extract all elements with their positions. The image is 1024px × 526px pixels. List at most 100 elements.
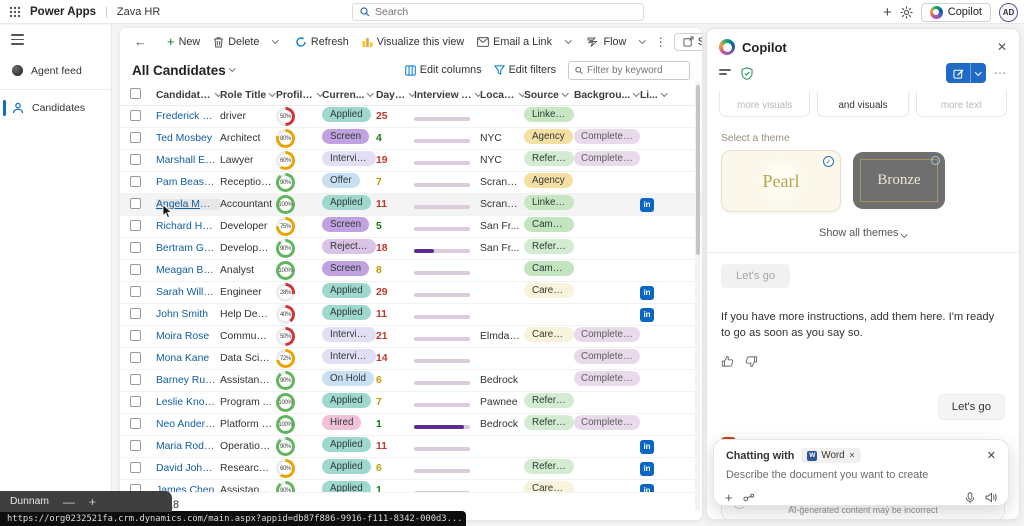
- search-input[interactable]: [375, 6, 636, 18]
- table-row[interactable]: Pam Beasley Receptionist 90% Offer 7 Scranton…: [120, 172, 702, 194]
- candidate-link[interactable]: Barney Rubble: [156, 375, 220, 386]
- table-row[interactable]: David Johnson Research ... 60% Applied 6 Refe…: [120, 458, 702, 480]
- row-checkbox[interactable]: [130, 329, 141, 341]
- candidate-link[interactable]: Ted Mosbey: [156, 133, 213, 144]
- table-row[interactable]: Barney Rubble Assistant ... 90% On Hold 6 Bed…: [120, 370, 702, 392]
- candidate-link[interactable]: John Smith: [156, 309, 208, 320]
- candidate-link[interactable]: Pam Beasley: [156, 177, 218, 188]
- table-row[interactable]: John Smith Help Desk II 40% Applied 11 in: [120, 304, 702, 326]
- row-checkbox[interactable]: [130, 175, 141, 187]
- linkedin-icon[interactable]: in: [640, 307, 654, 322]
- share-button[interactable]: Share: [673, 32, 702, 51]
- table-row[interactable]: Mona Kane Data Scien... 72% Interview 14 Comp…: [120, 348, 702, 370]
- table-row[interactable]: Meagan Bow... Analyst 100% Screen 8 Campus: [120, 260, 702, 282]
- select-all-checkbox[interactable]: [130, 88, 141, 99]
- option-card[interactable]: more text: [915, 91, 1007, 117]
- hamburger-menu-icon[interactable]: [11, 34, 24, 45]
- keyword-filter-field[interactable]: [587, 64, 683, 76]
- sidebar-item-candidates[interactable]: Candidates: [0, 94, 111, 122]
- column-header[interactable]: Li...: [640, 90, 672, 101]
- column-header[interactable]: Locat...: [480, 90, 524, 101]
- refresh-button[interactable]: Refresh: [289, 33, 355, 51]
- global-search[interactable]: [352, 3, 644, 21]
- theme-card-bronze[interactable]: Bronze: [853, 152, 945, 209]
- candidate-link[interactable]: Sarah Williams: [156, 287, 220, 298]
- new-tab-plus-icon[interactable]: +: [882, 3, 892, 21]
- theme-card-pearl[interactable]: Pearl ✓: [721, 150, 841, 212]
- row-checkbox[interactable]: [130, 131, 141, 143]
- speaker-icon[interactable]: [985, 492, 997, 503]
- flow-button[interactable]: Flow: [581, 33, 632, 51]
- more-commands-button[interactable]: ⋮: [654, 34, 667, 49]
- candidate-link[interactable]: David Johnson: [156, 463, 220, 474]
- visualize-view-button[interactable]: Visualize this view: [356, 33, 470, 51]
- row-checkbox[interactable]: [130, 109, 141, 121]
- back-button[interactable]: ←: [134, 34, 147, 49]
- conversation-menu-icon[interactable]: [719, 69, 731, 77]
- row-checkbox[interactable]: [130, 373, 141, 385]
- table-row[interactable]: James Chen Assistant ... 90% Applied 1 Career…: [120, 480, 702, 492]
- copilot-chat-input-box[interactable]: Chatting with W Word ✕ ✕ Describe the do…: [713, 439, 1009, 506]
- row-checkbox[interactable]: [130, 285, 141, 297]
- table-vertical-scrollbar[interactable]: [695, 81, 700, 511]
- compose-icon[interactable]: [946, 63, 970, 83]
- candidate-link[interactable]: Meagan Bow...: [156, 265, 220, 276]
- candidate-link[interactable]: Frederick Fli...: [156, 111, 220, 122]
- row-checkbox[interactable]: [130, 197, 141, 209]
- waffle-icon[interactable]: [9, 6, 21, 18]
- avatar[interactable]: AD: [999, 2, 1018, 22]
- copilot-toggle-button[interactable]: Copilot: [920, 2, 991, 22]
- table-row[interactable]: Ted Mosbey Architect 80% Screen 4 NYC Agency Co…: [120, 128, 702, 150]
- user-message-lets-go[interactable]: Let's go: [937, 394, 1005, 421]
- candidate-link[interactable]: Leslie Knope: [156, 397, 217, 408]
- email-split-chevron[interactable]: [559, 36, 574, 46]
- new-button[interactable]: + New: [167, 34, 201, 49]
- link-icon[interactable]: [743, 493, 755, 502]
- edit-filters-button[interactable]: Edit filters: [493, 64, 556, 76]
- linkedin-icon[interactable]: in: [640, 285, 654, 300]
- linkedin-icon[interactable]: in: [640, 461, 654, 476]
- row-checkbox[interactable]: [130, 307, 141, 319]
- view-selector[interactable]: All Candidates: [132, 63, 236, 78]
- scrollbar-thumb[interactable]: [695, 85, 700, 255]
- thumbs-down-icon[interactable]: [745, 355, 758, 368]
- microphone-icon[interactable]: [965, 491, 975, 504]
- column-header[interactable]: Days ...: [376, 90, 414, 101]
- column-header[interactable]: Interview Av...: [414, 90, 480, 101]
- column-header[interactable]: Candidate ...: [156, 90, 220, 101]
- lets-go-button-disabled[interactable]: Let's go: [721, 264, 791, 288]
- table-row[interactable]: Neo Anderson Platform E... 100% Hired 1 Bedro…: [120, 414, 702, 436]
- candidate-link[interactable]: Moira Rose: [156, 331, 210, 342]
- column-header[interactable]: Profile...: [276, 90, 322, 101]
- more-options-icon[interactable]: ⋯: [994, 66, 1007, 80]
- row-checkbox[interactable]: [130, 263, 141, 275]
- table-row[interactable]: Angela Martin Accountant 100% Applied 11 Scra…: [120, 194, 702, 219]
- chevron-down-icon[interactable]: [970, 63, 986, 83]
- candidate-link[interactable]: Marshall Eric...: [156, 155, 220, 166]
- candidate-link[interactable]: Neo Anderson: [156, 419, 220, 430]
- row-checkbox[interactable]: [130, 439, 141, 451]
- table-row[interactable]: Frederick Fli... driver 50% Applied 25 Linked…: [120, 106, 702, 128]
- column-header[interactable]: Curren...: [322, 90, 376, 101]
- option-card[interactable]: and visuals: [817, 91, 909, 117]
- plus-icon[interactable]: +: [88, 494, 96, 509]
- new-chat-split-button[interactable]: [946, 63, 986, 83]
- table-row[interactable]: Sarah Williams Engineer 28% Applied 29 Career…: [120, 282, 702, 304]
- show-all-themes-button[interactable]: Show all themes: [707, 227, 1019, 239]
- delete-split-chevron[interactable]: [266, 36, 281, 46]
- remove-agent-icon[interactable]: ✕: [848, 451, 856, 460]
- candidate-link[interactable]: Mona Kane: [156, 353, 210, 364]
- option-card[interactable]: more visuals: [719, 91, 811, 117]
- chat-placeholder[interactable]: Describe the document you want to create: [726, 469, 929, 481]
- row-checkbox[interactable]: [130, 417, 141, 429]
- linkedin-icon[interactable]: in: [640, 439, 654, 454]
- table-row[interactable]: Moira Rose Communi... 50% Interview 21 Elmdal…: [120, 326, 702, 348]
- table-row[interactable]: Bertram Gilf... Developer II 90% Rejected 18…: [120, 238, 702, 260]
- app-title[interactable]: Power Apps: [30, 5, 97, 18]
- linkedin-icon[interactable]: in: [640, 483, 654, 492]
- row-checkbox[interactable]: [130, 461, 141, 473]
- column-header[interactable]: Role Title: [220, 90, 276, 101]
- table-row[interactable]: Marshall Eric... Lawyer 60% Interview 19 NYC R…: [120, 150, 702, 172]
- environment-name[interactable]: Zava HR: [116, 5, 161, 18]
- candidate-link[interactable]: Bertram Gilf...: [156, 243, 220, 254]
